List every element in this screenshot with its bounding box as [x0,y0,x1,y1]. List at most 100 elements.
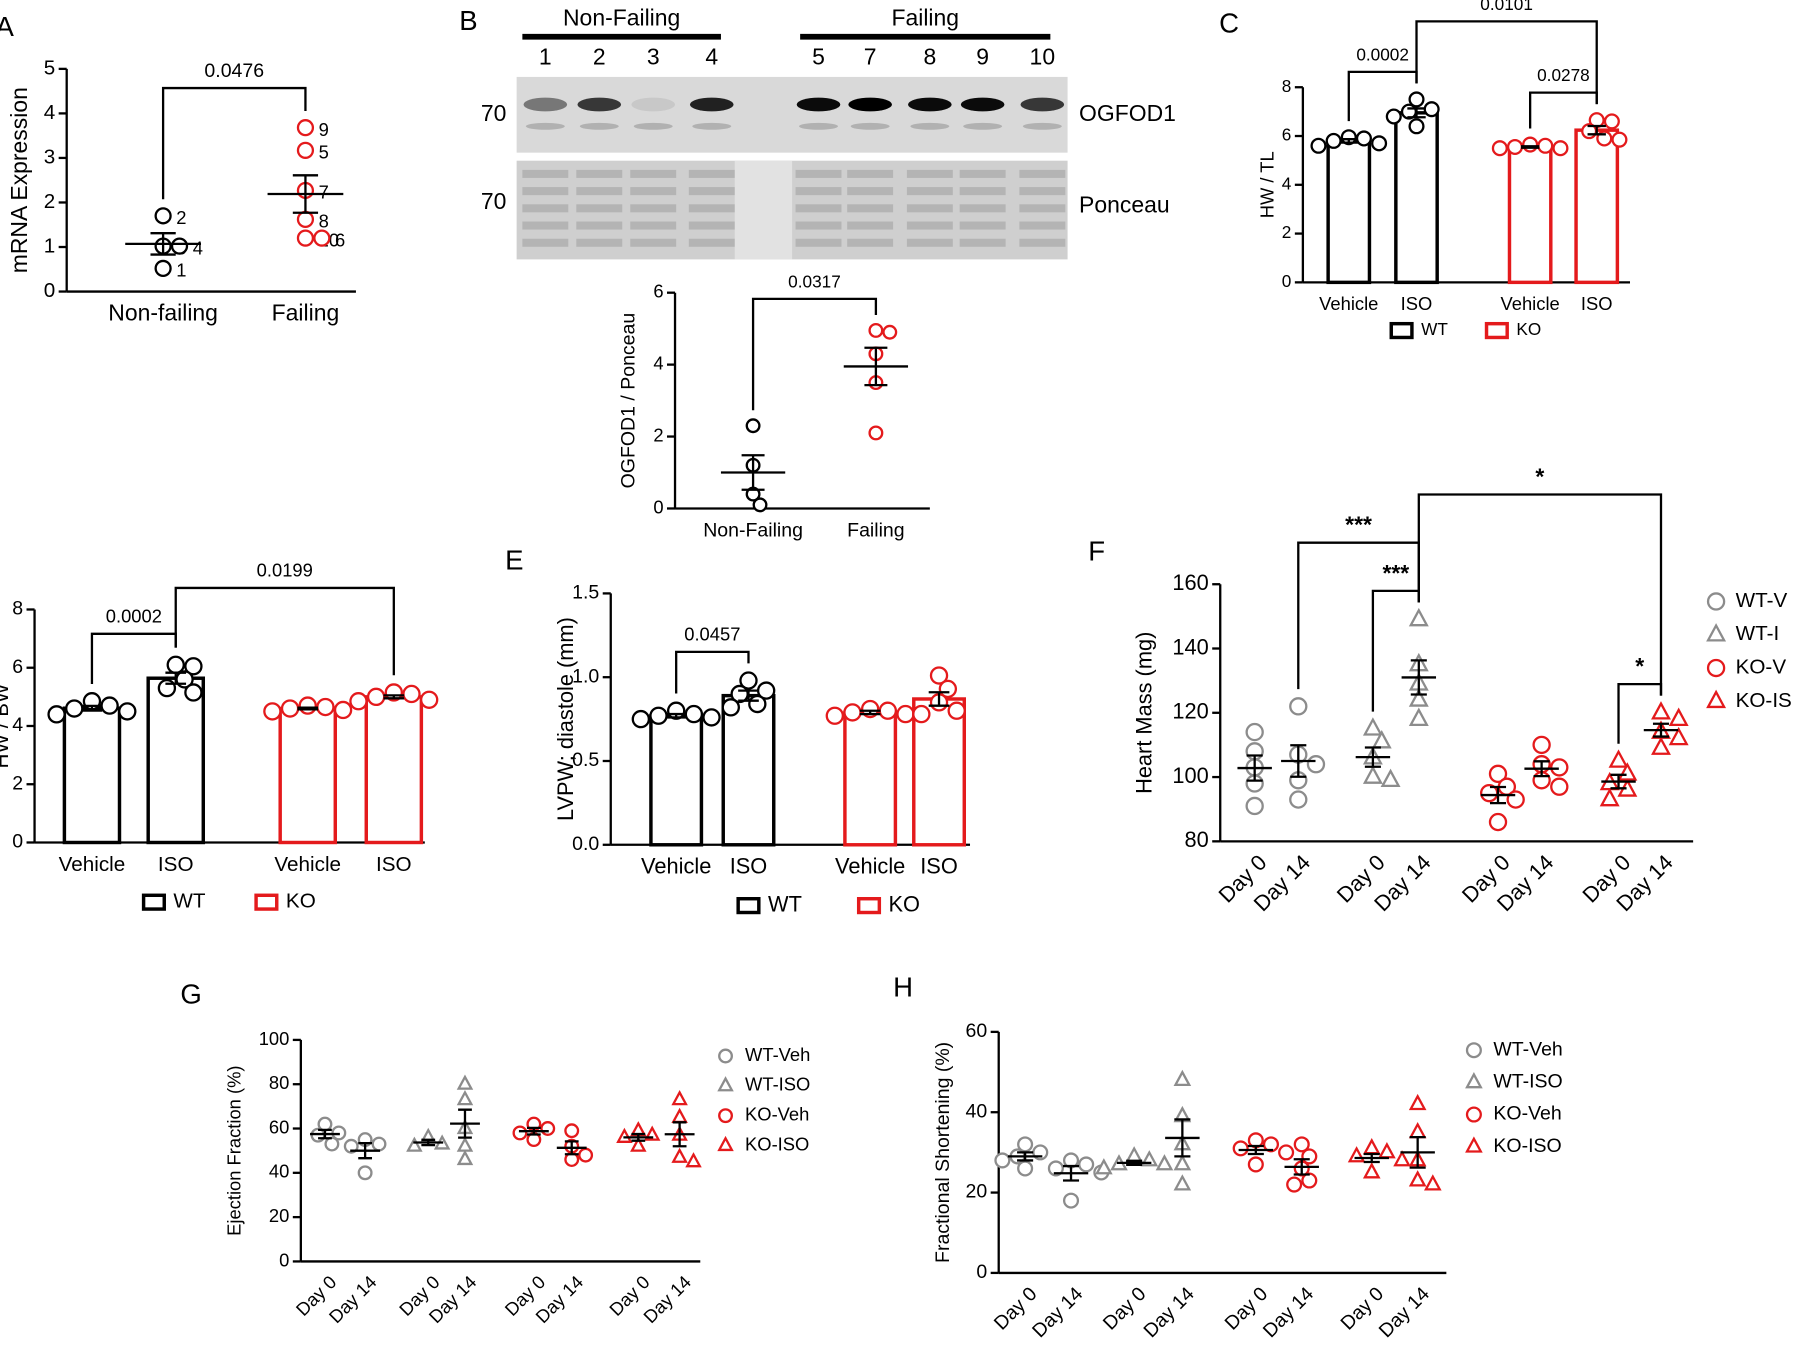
data-point [1651,736,1671,755]
bar [1574,128,1620,285]
y-tick-label: 2 [653,424,663,445]
y-tick-label: 3 [44,145,56,168]
data-point [564,1123,580,1139]
legend-swatch [736,897,761,915]
comparison-label: 0.0278 [1537,65,1590,85]
data-point [540,1121,556,1136]
data-point [1306,755,1326,774]
legend-label: KO-Veh [745,1104,809,1125]
mw-marker: 70 [481,100,507,126]
data-point [1289,697,1308,716]
lane-group-label: Failing [891,5,959,31]
bar [721,693,776,847]
data-point [1362,1138,1381,1155]
data-point [157,678,177,698]
y-tick-label: 5 [44,56,56,79]
point-label: 1 [176,260,186,281]
legend-marker [717,1076,734,1092]
data-point [1488,812,1508,832]
error-bar [1062,1164,1080,1182]
legend-label: KO [889,891,921,916]
x-tick-label: ISO [1581,293,1613,314]
y-axis-label: Fractional Shortening (%) [932,1042,954,1263]
data-point [1371,135,1388,152]
data-point [1408,688,1429,707]
legend-label: KO-Veh [1493,1103,1561,1125]
y-tick-label: 20 [966,1181,988,1203]
ponceau-stripe [959,238,1006,247]
point-label: 2 [176,207,186,228]
data-point [280,699,300,718]
comparison-label: *** [1382,560,1409,586]
data-point [1245,796,1264,816]
legend-label: WT-Veh [745,1044,810,1065]
y-tick-label: 4 [653,352,663,373]
data-point [616,1127,633,1143]
y-tick-label: 4 [1282,173,1292,193]
legend-label: WT-I [1736,622,1780,645]
ponceau-stripe [522,204,569,213]
error-bar [859,709,881,716]
comparison-bracket [174,586,395,676]
point-label: 5 [319,142,329,163]
bar [649,714,704,847]
data-point [1408,607,1429,627]
y-tick-label: 80 [1185,827,1209,852]
data-point [1232,1140,1249,1157]
data-point [343,1138,359,1154]
data-point [100,696,119,715]
ponceau-stripe [1019,187,1066,196]
band-faint [1022,122,1062,130]
ponceau-stripe [576,204,623,213]
data-point [1608,749,1629,768]
data-point [1293,1136,1310,1153]
data-point [1668,726,1689,746]
data-point [1340,129,1357,146]
data-point [263,702,282,721]
error-bar [672,1121,687,1148]
ponceau-stripe [795,238,842,247]
data-point [745,418,761,434]
data-point [1062,1192,1080,1209]
ponceau-stripe [795,169,842,178]
y-tick-label: 100 [1172,763,1208,788]
comparison-label: 0.0476 [204,60,264,82]
error-bar [1246,754,1263,782]
y-tick-label: 0 [44,279,56,302]
x-tick-label: Day 14 [639,1271,695,1327]
ponceau-stripe [847,221,894,230]
x-tick-label: Day 14 [1259,1283,1318,1342]
error-bar [1017,1151,1034,1162]
comparison-label: 0.0002 [1356,44,1409,64]
band [523,97,568,112]
bar [364,695,424,845]
legend-marker [1465,1072,1483,1089]
band [689,97,734,112]
error-bar [631,1132,646,1142]
y-tick-label: 1.0 [572,665,599,687]
ponceau-stripe [1019,221,1066,230]
data-point [912,704,931,724]
y-tick-label: 8 [12,598,23,620]
lane-number: 8 [923,44,936,70]
band [960,97,1005,112]
data-point [721,698,740,717]
lane-group-label: Non-Failing [563,5,680,31]
data-point [184,683,203,702]
ponceau-stripe [906,204,953,213]
error-bar [1174,1118,1191,1158]
data-point [366,687,386,707]
error-bar [292,174,319,214]
data-point [1289,790,1308,809]
legend-swatch [1484,321,1509,340]
data-point [456,1090,474,1106]
x-tick-label: Non-failing [108,300,218,326]
data-point [1247,1156,1264,1173]
row-label: OGFOD1 [1079,100,1176,126]
error-bar [81,704,103,712]
blot-membrane [516,76,1068,153]
ponceau-stripe [522,169,569,178]
data-point [649,706,668,725]
band [1020,97,1065,112]
data-point [1408,1093,1427,1111]
